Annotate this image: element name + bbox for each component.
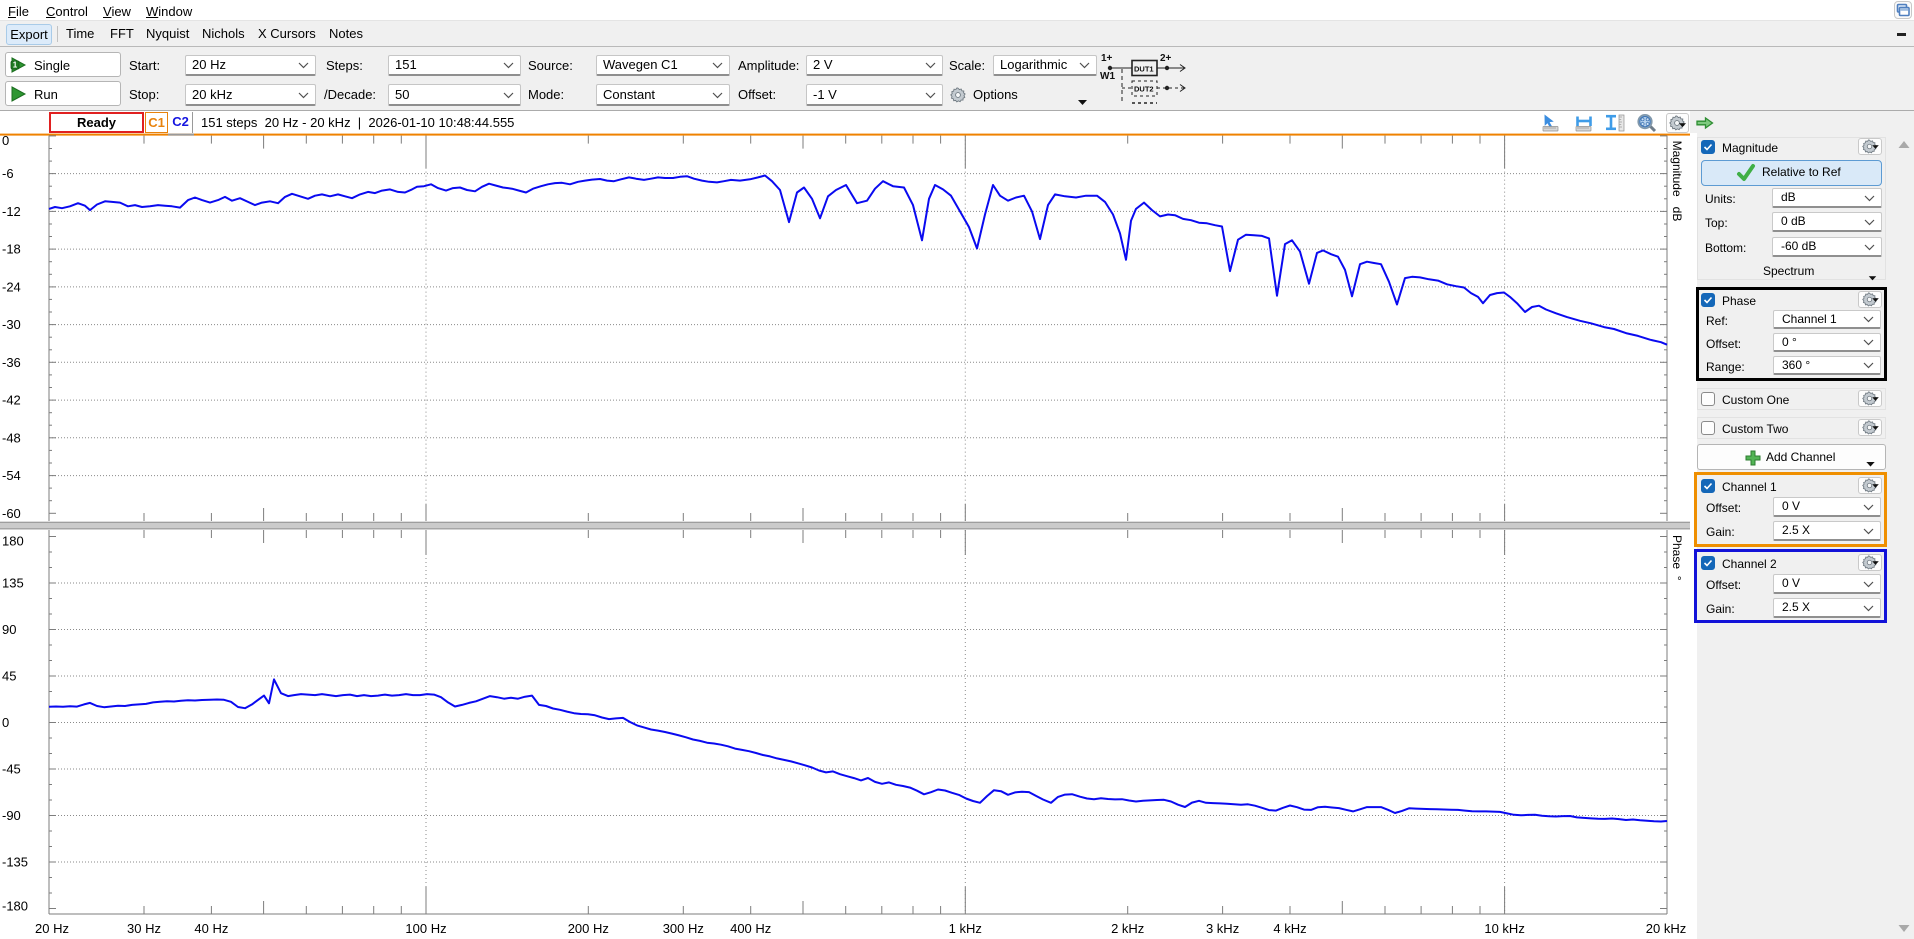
svg-text:-18: -18: [2, 242, 21, 257]
svg-text:4 kHz: 4 kHz: [1273, 921, 1306, 936]
svg-text:-24: -24: [2, 279, 21, 294]
svg-text:-135: -135: [2, 855, 28, 870]
svg-text:20 kHz: 20 kHz: [1646, 921, 1686, 936]
svg-text:Phase °: Phase °: [1670, 535, 1684, 581]
svg-text:1 kHz: 1 kHz: [949, 921, 982, 936]
svg-text:-45: -45: [2, 762, 21, 777]
svg-text:90: 90: [2, 622, 16, 637]
svg-text:40 Hz: 40 Hz: [194, 921, 228, 936]
svg-text:10 kHz: 10 kHz: [1484, 921, 1524, 936]
svg-text:-30: -30: [2, 317, 21, 332]
svg-text:-90: -90: [2, 808, 21, 823]
svg-text:180: 180: [2, 534, 24, 549]
svg-text:30 Hz: 30 Hz: [127, 921, 161, 936]
svg-text:-36: -36: [2, 355, 21, 370]
svg-text:-180: -180: [2, 899, 28, 914]
svg-text:1: 1: [13, 61, 18, 70]
svg-text:0: 0: [2, 715, 9, 730]
svg-text:-54: -54: [2, 468, 21, 483]
svg-text:3 kHz: 3 kHz: [1206, 921, 1239, 936]
svg-text:45: 45: [2, 669, 16, 684]
svg-text:-12: -12: [2, 204, 21, 219]
svg-text:135: 135: [2, 576, 24, 591]
svg-text:-48: -48: [2, 430, 21, 445]
svg-text:2 kHz: 2 kHz: [1111, 921, 1144, 936]
svg-text:W1: W1: [1100, 71, 1115, 82]
svg-text:-42: -42: [2, 393, 21, 408]
svg-text:100 Hz: 100 Hz: [405, 921, 446, 936]
svg-text:Magnitude dB: Magnitude dB: [1670, 141, 1684, 222]
svg-text:-6: -6: [2, 166, 14, 181]
svg-text:1+: 1+: [1101, 53, 1113, 64]
svg-text:2+: 2+: [1160, 53, 1172, 64]
svg-text:DUT2: DUT2: [1134, 85, 1154, 94]
svg-text:400 Hz: 400 Hz: [730, 921, 771, 936]
svg-text:300 Hz: 300 Hz: [663, 921, 704, 936]
svg-text:-60: -60: [2, 506, 21, 521]
svg-text:0: 0: [2, 133, 9, 148]
svg-text:20 Hz: 20 Hz: [35, 921, 69, 936]
svg-text:DUT1: DUT1: [1134, 65, 1154, 74]
svg-text:200 Hz: 200 Hz: [568, 921, 609, 936]
